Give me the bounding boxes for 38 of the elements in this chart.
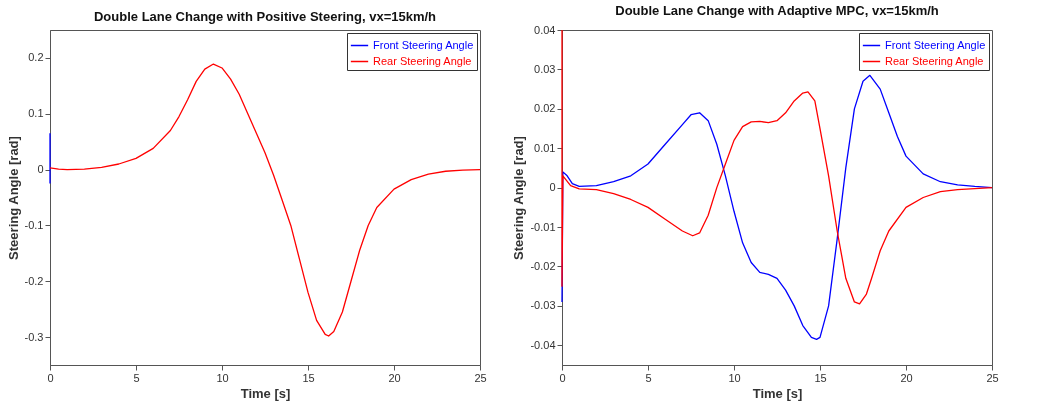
line-series	[561, 29, 993, 305]
legend-label: Rear Steering Angle	[885, 54, 984, 67]
x-tick-label: 25	[474, 371, 487, 384]
y-tick-label: -0.2	[24, 274, 44, 287]
x-tick-label: 5	[133, 371, 140, 384]
x-tick-label: 20	[388, 371, 401, 384]
y-tick-label: 0.01	[534, 141, 556, 154]
x-tick-label: 5	[645, 371, 652, 384]
y-tick-label: 0.1	[28, 107, 44, 120]
chart-title: Double Lane Change with Adaptive MPC, vx=15km/h	[615, 3, 939, 18]
legend-label: Front Steering Angle	[373, 38, 474, 51]
x-tick-label: 20	[900, 371, 913, 384]
y-tick-label: -0.1	[24, 218, 44, 231]
y-tick-label: 0	[549, 181, 556, 194]
x-tick-label: 0	[559, 371, 566, 384]
y-tick-label: -0.02	[530, 259, 556, 272]
x-tick-label: 15	[814, 371, 827, 384]
x-axis-title: Time [s]	[240, 385, 291, 401]
y-tick-label: 0.02	[534, 102, 556, 115]
y-tick-label: 0.03	[534, 62, 556, 75]
y-tick-label: -0.3	[24, 330, 44, 343]
x-tick-label: 15	[302, 371, 315, 384]
x-tick-label: 10	[728, 371, 741, 384]
y-tick-label: -0.01	[530, 220, 556, 233]
x-tick-label: 0	[47, 371, 54, 384]
y-tick-label: -0.03	[530, 299, 556, 312]
x-axis-title: Time [s]	[752, 385, 803, 401]
legend-label: Rear Steering Angle	[373, 54, 472, 67]
x-tick-label: 10	[216, 371, 229, 384]
y-tick-label: 0.2	[28, 51, 44, 64]
x-tick-label: 25	[986, 371, 999, 384]
y-axis-title: Steering Angle [rad]	[511, 136, 527, 260]
y-tick-label: 0.04	[534, 23, 556, 36]
y-tick-label: 0	[37, 163, 44, 176]
chart-title: Double Lane Change with Positive Steering, vx=15km/h	[93, 9, 437, 24]
y-axis-title: Steering Angle [rad]	[5, 136, 21, 260]
legend-label: Front Steering Angle	[885, 38, 986, 51]
y-tick-label: -0.04	[530, 338, 556, 351]
